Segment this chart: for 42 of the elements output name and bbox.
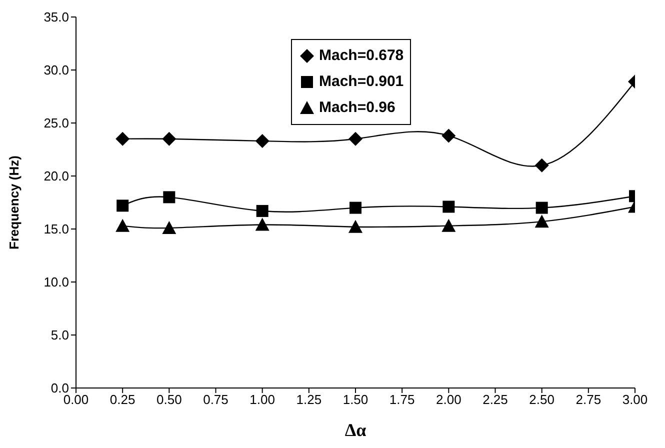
point (163, 191, 176, 204)
legend-label: Mach=0.678 (319, 46, 404, 66)
y-tick-label: 35.0 (44, 10, 69, 25)
x-tick-label: 1.50 (342, 392, 368, 408)
point (162, 220, 176, 234)
point (255, 218, 270, 231)
point (350, 202, 362, 214)
x-tick-label: 1.00 (250, 392, 275, 408)
y-tick-label: 15.0 (44, 222, 69, 237)
x-tick-label: 2.25 (482, 392, 508, 408)
x-tick-label: 0.75 (203, 392, 228, 408)
y-tick-label: 10.0 (44, 274, 69, 290)
legend-label: Mach=0.96 (319, 98, 396, 118)
point (116, 132, 130, 146)
point (442, 218, 456, 232)
legend-label: Mach=0.901 (319, 72, 404, 92)
x-axis-title: Δα (344, 420, 366, 440)
y-tick-label: 20.0 (44, 168, 69, 184)
point (536, 202, 548, 214)
x-tick-label: 3.00 (622, 392, 648, 408)
point (116, 218, 130, 232)
y-tick-label: 5.0 (50, 328, 69, 343)
point (442, 128, 456, 143)
point (116, 200, 129, 212)
x-tick-label: 2.00 (436, 392, 462, 408)
y-tick-label: 25.0 (44, 116, 69, 131)
point (348, 220, 362, 233)
point (255, 134, 270, 148)
point (162, 132, 176, 146)
y-axis-title: Frequency (Hz) (6, 156, 22, 250)
point (442, 200, 455, 213)
x-tick-label: 1.25 (296, 392, 322, 408)
x-tick-label: 2.75 (576, 392, 602, 408)
point (534, 158, 549, 172)
point (534, 214, 549, 228)
x-tick-label: 0.25 (110, 392, 136, 408)
y-tick-label: 30.0 (44, 62, 69, 78)
point (256, 204, 268, 217)
x-tick-label: 0.50 (156, 392, 182, 408)
point (348, 132, 362, 146)
x-tick-label: 1.75 (389, 392, 415, 408)
x-tick-label: 2.50 (529, 392, 554, 408)
